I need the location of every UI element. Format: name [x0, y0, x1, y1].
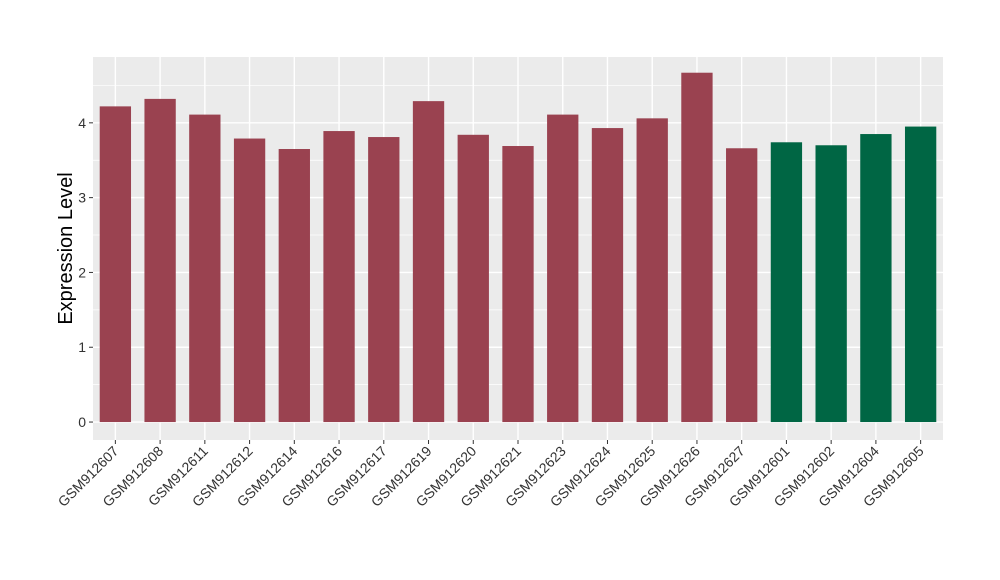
bar-GSM912619	[412, 101, 445, 423]
bar-GSM912617	[368, 137, 400, 423]
bar-GSM912614	[278, 149, 310, 423]
bar-GSM912601	[770, 142, 803, 423]
y-axis-title: Expression Level	[55, 172, 77, 324]
bar-GSM912607	[99, 106, 132, 423]
y-tick-label: 1	[78, 339, 86, 355]
x-axis: GSM912607GSM912608GSM912611GSM912612GSM9…	[55, 440, 927, 510]
bar-GSM912627	[726, 148, 758, 423]
bars	[99, 72, 937, 423]
bar-GSM912626	[681, 72, 713, 423]
bar-GSM912620	[457, 134, 489, 423]
y-tick-label: 3	[78, 190, 86, 206]
bar-GSM912623	[547, 114, 579, 423]
y-tick-label: 0	[78, 414, 86, 430]
bar-GSM912604	[860, 134, 892, 423]
bar-GSM912616	[323, 131, 355, 423]
bar-GSM912612	[233, 138, 266, 423]
y-axis: 0 1 2 3 4	[78, 115, 93, 430]
bar-GSM912608	[144, 98, 176, 423]
bar-GSM912621	[502, 146, 534, 423]
y-tick-label: 2	[78, 264, 86, 280]
bar-GSM912602	[815, 145, 847, 423]
bar-GSM912611	[189, 114, 221, 423]
bar-GSM912624	[591, 128, 624, 423]
y-tick-label: 4	[78, 115, 86, 131]
bar-GSM912605	[904, 126, 937, 423]
bar-GSM912625	[636, 118, 668, 423]
